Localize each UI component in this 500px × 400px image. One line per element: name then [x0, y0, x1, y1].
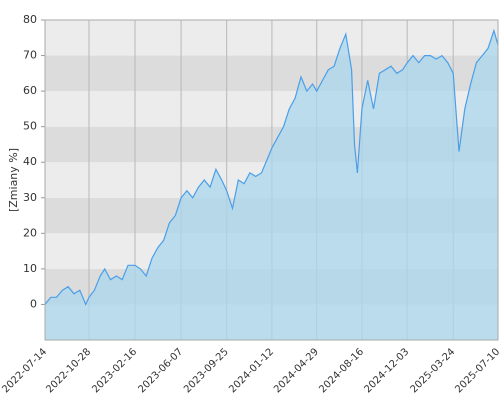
area — [45, 30, 498, 340]
x-tick-label: 2024-01-12 — [227, 346, 276, 395]
y-tick-label: 20 — [23, 226, 37, 239]
y-tick-label: 50 — [23, 120, 37, 133]
x-tick-label: 2024-04-29 — [272, 346, 321, 395]
y-tick-label: 70 — [23, 49, 37, 62]
y-tick-label: 40 — [23, 155, 37, 168]
x-tick-label: 2025-03-24 — [409, 346, 458, 395]
x-tick-label: 2023-09-25 — [182, 346, 231, 395]
y-tick-label: 10 — [23, 262, 37, 275]
y-axis-label: [Zmiany %] — [7, 148, 20, 212]
x-tick-label: 2024-12-03 — [363, 346, 412, 395]
x-tick-label: 2022-10-28 — [44, 346, 93, 395]
y-tick-label: 30 — [23, 191, 37, 204]
x-tick-label: 2023-02-16 — [90, 346, 139, 395]
x-tick-label: 2025-07-10 — [453, 346, 500, 395]
x-tick-label: 2024-08-16 — [317, 346, 366, 395]
y-tick-label: 80 — [23, 13, 37, 26]
line — [44, 28, 499, 306]
plot-border — [44, 19, 499, 341]
x-tick-label: 2023-06-07 — [136, 346, 185, 395]
y-tick-label: 60 — [23, 84, 37, 97]
y-tick-label: 0 — [30, 297, 37, 310]
x-tick-label: 2022-07-14 — [0, 346, 49, 395]
